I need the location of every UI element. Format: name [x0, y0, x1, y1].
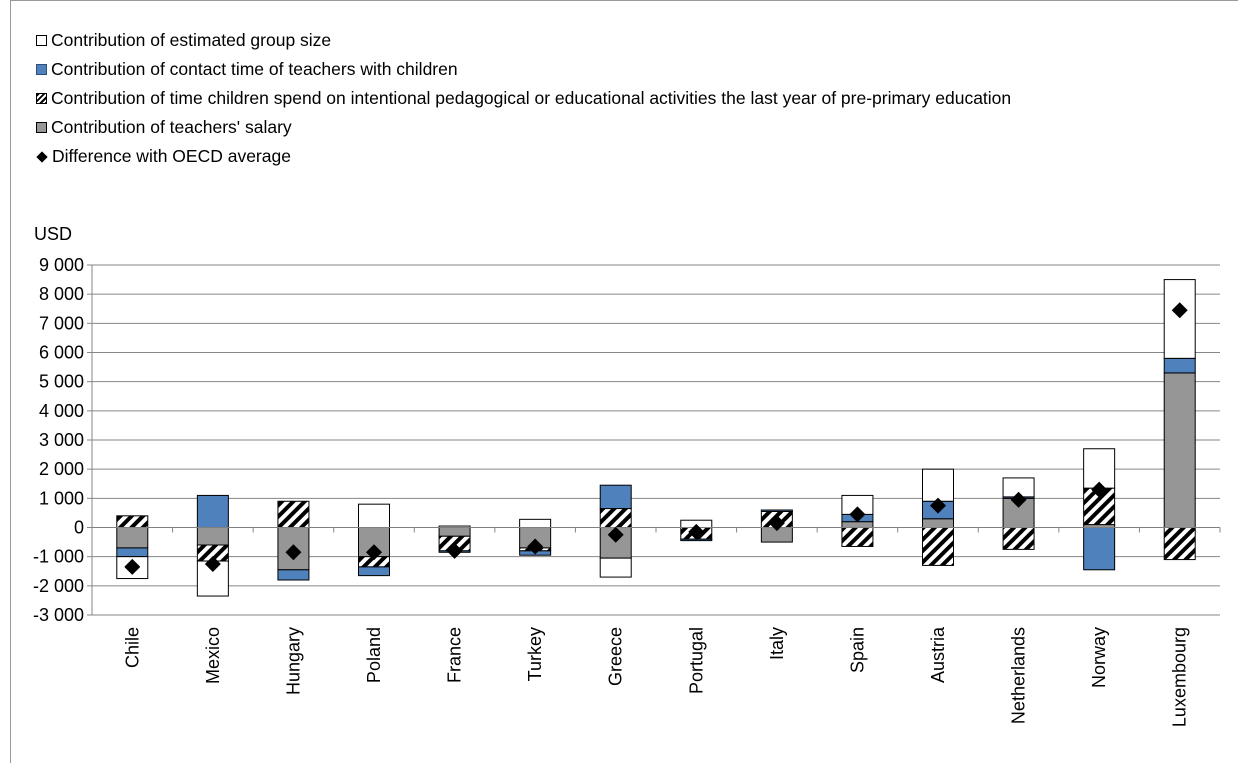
legend-item-difference: Difference with OECD average	[36, 142, 1011, 171]
bar-segment-pedagogical-time	[116, 515, 149, 528]
difference-marker	[607, 526, 624, 543]
bar-segment-pedagogical-time	[277, 500, 310, 528]
bar-segment-group-size	[358, 503, 390, 528]
difference-marker	[1010, 491, 1027, 508]
x-tick-label: France	[445, 627, 465, 683]
legend-swatch-white	[36, 35, 47, 46]
y-tick-label: 7 000	[39, 313, 84, 333]
bar-segment-pedagogical-time	[922, 527, 954, 566]
bar-segment-teachers-salary	[438, 527, 471, 537]
bar-segment-contact-time	[116, 547, 149, 558]
x-tick-label: Greece	[606, 627, 626, 686]
y-tick-label: 5 000	[39, 372, 84, 392]
x-tick-label: Chile	[122, 627, 142, 668]
y-tick-label: 3 000	[39, 430, 84, 450]
x-tick-label: Italy	[767, 627, 787, 660]
legend-label: Difference with OECD average	[52, 146, 291, 166]
x-tick-label: Hungary	[283, 627, 303, 695]
bar-segment-contact-time	[599, 484, 632, 510]
legend-item-pedagogical-time: Contribution of time children spend on i…	[36, 84, 1011, 113]
difference-marker	[1091, 481, 1108, 498]
difference-marker	[1171, 302, 1188, 319]
bar-segment-teachers-salary	[116, 527, 149, 549]
bar-segment-contact-time	[1083, 527, 1116, 571]
legend-swatch-grey	[36, 122, 47, 133]
y-tick-label: 4 000	[39, 401, 84, 421]
x-tick-label: Portugal	[686, 627, 706, 694]
bar-segment-contact-time	[277, 569, 310, 581]
x-tick-label: Netherlands	[1009, 627, 1029, 724]
difference-marker	[849, 506, 866, 523]
bar-segment-group-size	[599, 557, 632, 578]
difference-marker	[930, 497, 946, 514]
x-tick-label: Norway	[1089, 627, 1109, 688]
bar-segment-contact-time	[196, 494, 229, 528]
y-tick-label: 2 000	[39, 459, 84, 479]
difference-marker	[688, 523, 705, 540]
y-tick-label: 0	[74, 518, 84, 538]
y-tick-label: 8 000	[39, 284, 84, 304]
bar-segment-teachers-salary	[922, 518, 954, 528]
bar-segment-pedagogical-time	[841, 527, 874, 547]
x-tick-label: Austria	[928, 626, 948, 683]
legend-label: Contribution of time children spend on i…	[51, 88, 1012, 108]
bar-segment-contact-time	[1163, 357, 1196, 374]
y-tick-label: -2 000	[33, 576, 84, 596]
legend-swatch-blue	[36, 64, 47, 75]
bar-segment-group-size	[922, 468, 954, 502]
legend-label: Contribution of contact time of teachers…	[51, 59, 458, 79]
bar-segment-pedagogical-time	[1002, 527, 1035, 550]
bar-segment-group-size	[1163, 279, 1196, 359]
legend-label: Contribution of teachers' salary	[51, 117, 292, 137]
difference-marker	[527, 538, 544, 555]
y-tick-label: 9 000	[39, 255, 84, 275]
bar-segment-pedagogical-time	[1163, 527, 1196, 561]
y-tick-label: -1 000	[33, 547, 84, 567]
legend-swatch-hatched	[36, 93, 47, 104]
y-tick-label: -3 000	[33, 605, 84, 625]
legend-item-contact-time: Contribution of contact time of teachers…	[36, 55, 1011, 84]
y-tick-label: 6 000	[39, 343, 84, 363]
legend-label: Contribution of estimated group size	[51, 30, 332, 50]
difference-marker	[204, 555, 221, 572]
x-tick-label: Poland	[364, 627, 384, 683]
chart-frame	[10, 0, 1238, 763]
bar-segment-teachers-salary	[841, 521, 874, 529]
y-tick-label: 1 000	[39, 488, 84, 508]
difference-marker	[124, 558, 141, 575]
bar-segment-group-size	[519, 518, 552, 528]
bar-segment-contact-time	[358, 566, 390, 577]
legend: Contribution of estimated group size Con…	[36, 26, 1011, 171]
difference-marker	[366, 544, 382, 561]
difference-marker	[285, 544, 302, 561]
difference-marker	[768, 515, 785, 532]
bar-segment-group-size	[1083, 448, 1116, 489]
x-tick-label: Mexico	[203, 627, 223, 684]
bar-segment-teachers-salary	[1163, 372, 1196, 528]
legend-item-group-size: Contribution of estimated group size	[36, 26, 1011, 55]
legend-item-teachers-salary: Contribution of teachers' salary	[36, 113, 1011, 142]
y-axis-unit-label: USD	[34, 224, 73, 244]
difference-marker	[446, 542, 463, 559]
x-tick-label: Luxembourg	[1170, 627, 1190, 727]
bar-segment-contact-time	[760, 509, 793, 512]
bar-segment-pedagogical-time	[599, 508, 632, 528]
x-tick-label: Turkey	[525, 627, 545, 681]
x-tick-label: Spain	[847, 627, 867, 673]
bar-segment-teachers-salary	[196, 527, 229, 546]
